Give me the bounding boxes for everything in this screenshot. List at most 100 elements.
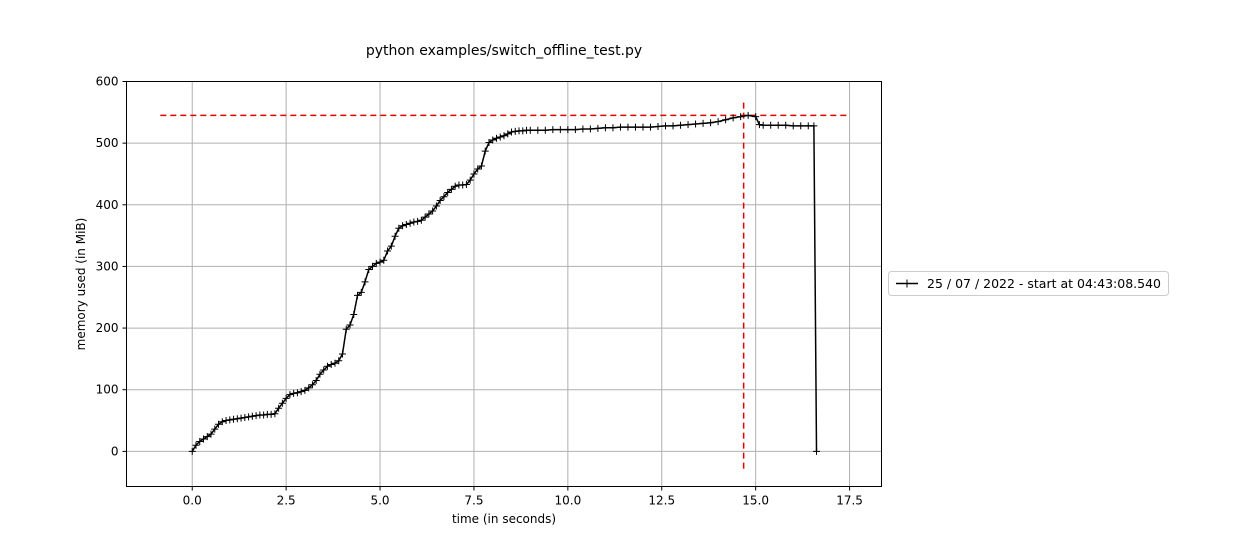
data-point-marker: [301, 386, 309, 394]
data-point-marker: [350, 311, 358, 319]
data-point-marker: [601, 124, 609, 132]
data-point-marker: [391, 232, 399, 240]
data-point-marker: [526, 126, 534, 134]
data-point-marker: [549, 126, 557, 134]
data-point-marker: [451, 182, 459, 190]
data-point-marker: [417, 216, 425, 224]
data-point-marker: [380, 256, 388, 264]
data-point-marker: [684, 121, 692, 129]
data-point-marker: [504, 130, 512, 138]
data-point-marker: [782, 121, 790, 129]
data-point-marker: [729, 114, 737, 122]
data-point-marker: [346, 321, 354, 329]
data-point-marker: [774, 121, 782, 129]
data-point-marker: [496, 133, 504, 141]
y-tick-label: 400: [96, 198, 119, 212]
x-tick-label: 7.5: [464, 494, 483, 508]
data-point-marker: [267, 410, 275, 418]
data-point-marker: [813, 447, 821, 455]
y-tick-label: 300: [96, 259, 119, 273]
series-layer: [188, 111, 821, 455]
data-point-marker: [462, 180, 470, 188]
data-point-marker: [215, 420, 223, 428]
data-point-marker: [402, 221, 410, 229]
data-point-marker: [755, 121, 763, 129]
data-point-marker: [260, 411, 268, 419]
data-point-marker: [233, 415, 241, 423]
data-point-marker: [414, 217, 422, 225]
data-point-marker: [376, 258, 384, 266]
data-point-marker: [230, 415, 238, 423]
data-point-marker: [797, 122, 805, 130]
data-point-marker: [245, 413, 253, 421]
data-point-marker: [384, 247, 392, 255]
data-point-marker: [188, 447, 196, 455]
data-point-marker: [241, 413, 249, 421]
x-tick-label: 0.0: [183, 494, 202, 508]
data-point-marker: [293, 389, 301, 397]
data-point-marker: [357, 288, 365, 296]
data-point-marker: [789, 122, 797, 130]
data-point-marker: [466, 176, 474, 184]
data-point-marker: [511, 127, 519, 135]
data-point-marker: [327, 360, 335, 368]
data-point-marker: [564, 126, 572, 134]
data-point-marker: [594, 124, 602, 132]
y-axis: 0 100 200 300 400 500 600: [96, 75, 127, 458]
data-point-marker: [278, 399, 286, 407]
x-tick-label: 2.5: [277, 494, 296, 508]
data-point-marker: [222, 417, 230, 425]
data-point-marker: [631, 123, 639, 131]
data-point-marker: [425, 210, 433, 218]
data-point-marker: [335, 357, 343, 365]
data-point-marker: [492, 134, 500, 142]
y-axis-label: memory used (in MiB): [74, 218, 88, 351]
data-point-marker: [646, 123, 654, 131]
x-axis-label: time (in seconds): [452, 512, 556, 526]
data-point-marker: [248, 412, 256, 420]
data-point-marker: [440, 193, 448, 201]
data-point-marker: [737, 113, 745, 121]
data-point-marker: [305, 384, 313, 392]
data-point-marker: [365, 266, 373, 274]
data-point-marker: [361, 278, 369, 286]
data-point-marker: [369, 262, 377, 270]
data-point-marker: [192, 441, 200, 449]
data-point-marker: [323, 362, 331, 370]
data-point-marker: [489, 136, 497, 144]
data-point-marker: [654, 123, 662, 130]
data-point-marker: [508, 128, 516, 136]
data-point-marker: [237, 414, 245, 422]
data-point-marker: [342, 325, 350, 333]
data-point-marker: [470, 170, 478, 178]
data-point-marker: [579, 125, 587, 133]
data-point-marker: [207, 430, 215, 438]
data-point-marker: [200, 435, 208, 443]
data-point-marker: [354, 291, 362, 299]
data-point-marker: [387, 242, 395, 250]
data-point-marker: [541, 126, 549, 134]
data-point-marker: [444, 188, 452, 196]
reference-lines: [160, 98, 850, 469]
data-point-marker: [474, 165, 482, 173]
data-point-marker: [459, 181, 467, 189]
chart-title: python examples/switch_offline_test.py: [366, 43, 642, 59]
data-point-marker: [744, 111, 752, 119]
data-point-marker: [308, 381, 316, 389]
data-point-marker: [500, 132, 508, 140]
data-point-marker: [556, 126, 564, 134]
data-point-marker: [338, 350, 346, 358]
data-point-marker: [252, 412, 260, 420]
data-point-marker: [312, 376, 320, 384]
data-point-marker: [722, 116, 730, 124]
data-point-marker: [616, 123, 624, 131]
x-tick-label: 10.0: [554, 494, 581, 508]
data-point-marker: [331, 359, 339, 367]
x-tick-label: 17.5: [836, 494, 863, 508]
data-point-marker: [320, 366, 328, 374]
legend-marker-swatch: [903, 279, 911, 288]
y-tick-label: 100: [96, 383, 119, 397]
data-point-marker: [282, 394, 290, 402]
data-point-marker: [481, 147, 489, 155]
